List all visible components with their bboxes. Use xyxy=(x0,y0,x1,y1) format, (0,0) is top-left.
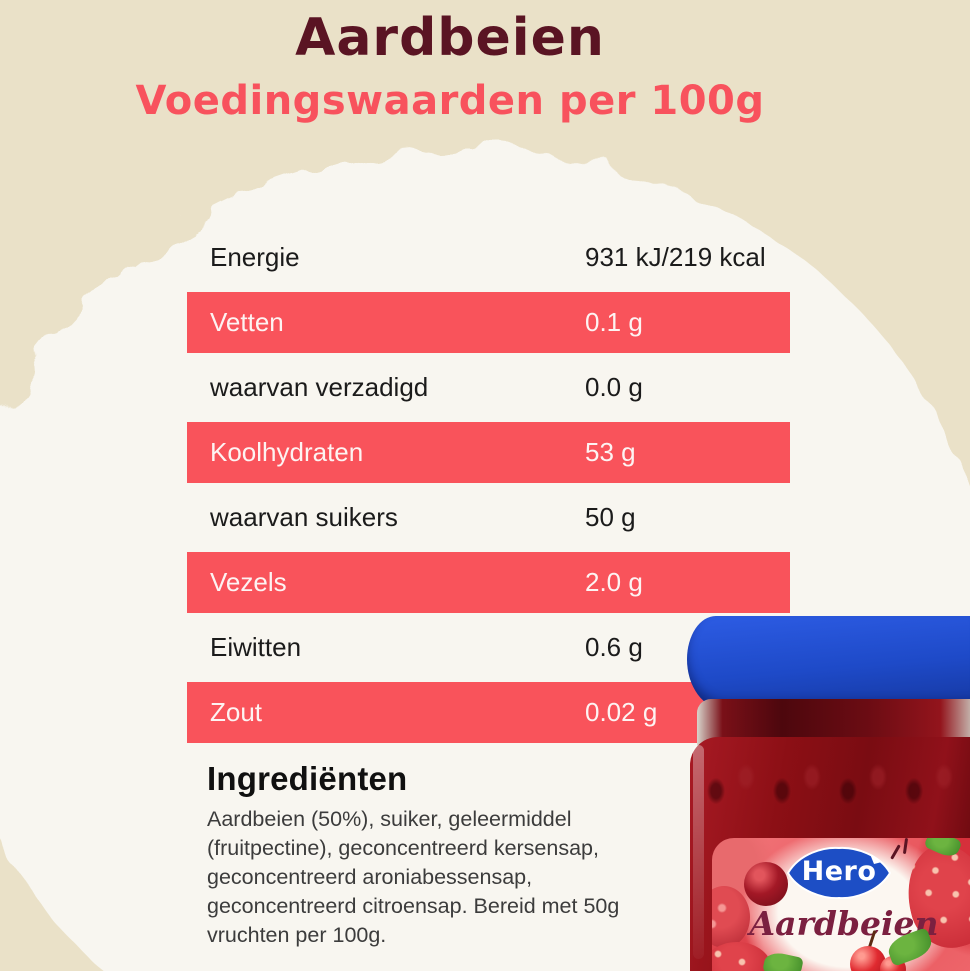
table-row-eiwitten: Eiwitten 0.6 g xyxy=(187,617,790,678)
row-label: waarvan verzadigd xyxy=(210,372,429,402)
jar-label: Hero Aardbeien xyxy=(712,838,970,971)
table-row-zout: Zout 0.02 g xyxy=(187,682,790,743)
label-product-name: Aardbeien xyxy=(749,904,939,943)
cherry-illustration xyxy=(744,862,788,906)
nutrition-table: Energie 931 kJ/219 kcal Vetten 0.1 g waa… xyxy=(187,227,790,747)
hero-logo-lens-icon xyxy=(786,846,892,900)
row-value: 0.1 g xyxy=(585,307,643,337)
table-row-vezels: Vezels 2.0 g xyxy=(187,552,790,613)
row-value: 931 kJ/219 kcal xyxy=(585,242,766,272)
table-row-energie: Energie 931 kJ/219 kcal xyxy=(187,227,790,288)
row-label: waarvan suikers xyxy=(210,502,398,532)
table-row-suikers: waarvan suikers 50 g xyxy=(187,487,790,548)
row-value: 50 g xyxy=(585,502,636,532)
jar-lid xyxy=(687,616,970,709)
table-row-koolhydraten: Koolhydraten 53 g xyxy=(187,422,790,483)
page-subtitle: Voedingswaarden per 100g xyxy=(135,78,765,124)
jar-emboss-pattern xyxy=(696,751,970,821)
hero-brand-text: Hero xyxy=(801,856,877,887)
row-value: 0.0 g xyxy=(585,372,643,402)
leaf-illustration xyxy=(762,950,804,971)
accent-line xyxy=(902,838,909,855)
table-row-vetten: Vetten 0.1 g xyxy=(187,292,790,353)
row-label: Energie xyxy=(210,242,300,272)
row-label: Eiwitten xyxy=(210,632,302,662)
ingredients-heading: Ingrediënten xyxy=(207,760,408,797)
hero-brand-logo: Hero xyxy=(786,846,892,900)
row-value: 2.0 g xyxy=(585,567,643,597)
row-value: 53 g xyxy=(585,437,636,467)
product-jar-image: Hero Aardbeien xyxy=(680,613,970,971)
row-label: Vetten xyxy=(210,307,284,337)
ingredients-text: Aardbeien (50%), suiker, geleermiddel (f… xyxy=(207,807,620,947)
page-title: Aardbeien xyxy=(295,8,605,68)
row-label: Zout xyxy=(210,697,263,727)
row-value: 0.02 g xyxy=(585,697,658,727)
table-row-verzadigd: waarvan verzadigd 0.0 g xyxy=(187,357,790,418)
glass-highlight xyxy=(693,745,704,959)
row-value: 0.6 g xyxy=(585,632,643,662)
row-label: Vezels xyxy=(210,567,287,597)
row-label: Koolhydraten xyxy=(210,437,364,467)
